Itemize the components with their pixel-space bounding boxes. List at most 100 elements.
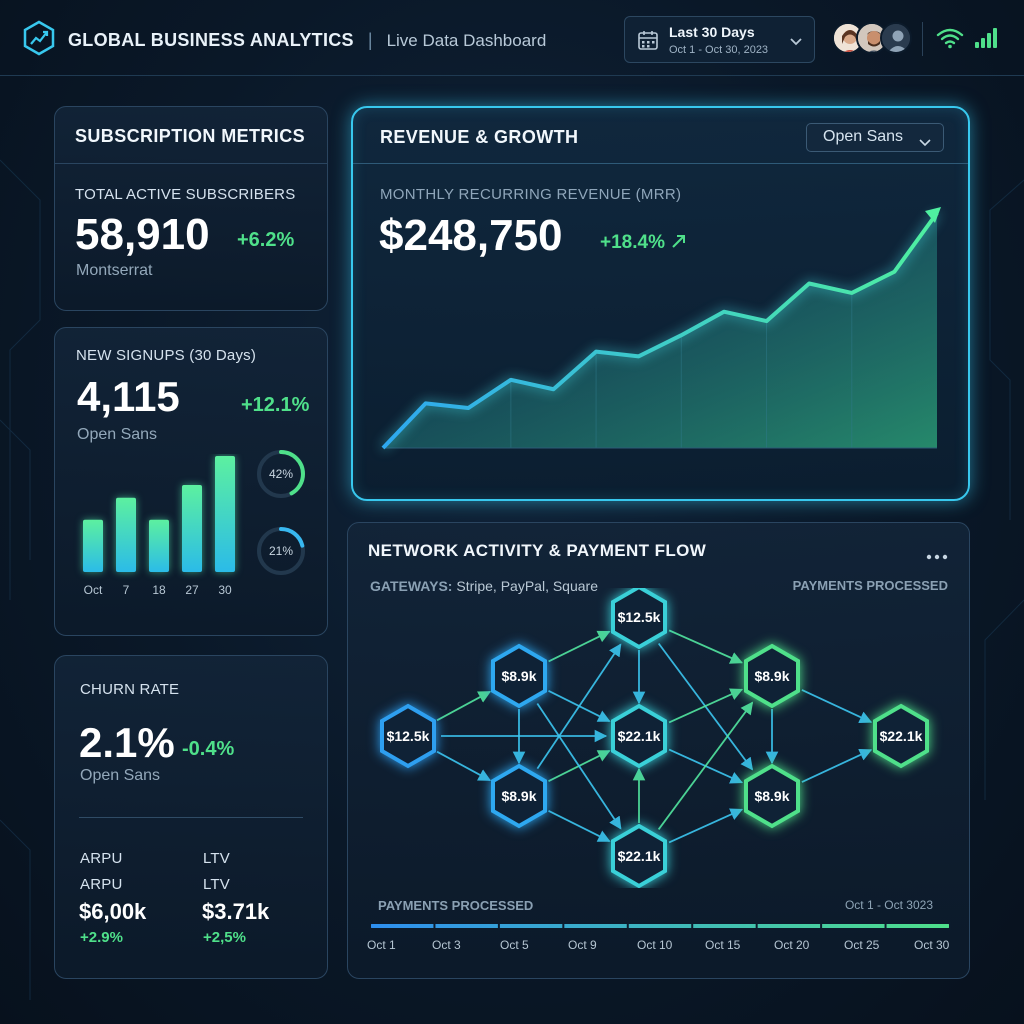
- arpu-change: +2.9%: [80, 929, 123, 946]
- date-range-dates: Oct 1 - Oct 30, 2023: [669, 44, 769, 56]
- timeline-title: PAYMENTS PROCESSED: [378, 898, 534, 913]
- mrr-label: MONTHLY RECURRING REVENUE (MRR): [380, 186, 682, 203]
- signup-bar[interactable]: [83, 519, 103, 572]
- revenue-growth-card: REVENUE & GROWTH Open Sans MONTHLY RECUR…: [351, 106, 970, 501]
- timeline-label: Oct 3: [432, 938, 461, 952]
- timeline-label: Oct 15: [705, 938, 741, 952]
- wifi-icon[interactable]: [936, 27, 964, 54]
- flow-edge: [668, 629, 743, 664]
- payment-node[interactable]: [380, 703, 436, 769]
- user-avatars[interactable]: [832, 22, 912, 56]
- new-signups-value: 4,115: [77, 373, 180, 420]
- card-divider: [55, 163, 327, 164]
- chevron-down-icon: [919, 134, 931, 152]
- chevron-down-icon: [789, 34, 803, 52]
- timeline-label: Oct 5: [500, 938, 529, 952]
- mrr-area-chart: [381, 207, 941, 450]
- calendar-icon: [637, 29, 659, 56]
- mrr-change: +18.4%: [600, 232, 665, 253]
- signup-bar-label: 18: [152, 583, 166, 597]
- card-divider: [79, 817, 303, 818]
- churn-rate-card: CHURN RATE 2.1% -0.4% Open Sans ARPU LTV…: [54, 655, 328, 979]
- flow-edge: [801, 748, 873, 783]
- payment-node-label: $12.5k: [618, 609, 661, 625]
- flow-edge: [436, 750, 492, 782]
- payment-node[interactable]: [611, 588, 667, 650]
- ltv-header: LTV: [203, 850, 230, 867]
- timeline-tick: [691, 922, 694, 930]
- flow-edge: [536, 643, 622, 770]
- signup-bar[interactable]: [116, 497, 136, 572]
- payment-node[interactable]: [491, 763, 547, 829]
- avatar[interactable]: [880, 22, 912, 54]
- signup-bar-label: Oct: [84, 583, 103, 597]
- arpu-label: ARPU: [80, 876, 123, 893]
- subscription-metrics-title: SUBSCRIPTION METRICS: [75, 126, 306, 146]
- timeline-range: Oct 1 - Oct 3023: [844, 898, 933, 912]
- timeline-tick: [755, 922, 758, 930]
- subscription-metrics-card: SUBSCRIPTION METRICS TOTAL ACTIVE SUBSCR…: [54, 106, 328, 311]
- arpu-header: ARPU: [80, 850, 123, 867]
- gateways-line: GATEWAYS: Stripe, PayPal, Square: [370, 578, 598, 594]
- timeline-track: [370, 924, 950, 928]
- ltv-change: +2,5%: [203, 929, 246, 946]
- mrr-change-wrap: +18.4%: [600, 232, 687, 254]
- progress-ring: [257, 450, 305, 498]
- progress-ring: [257, 527, 305, 575]
- new-signups-font-note: Open Sans: [77, 426, 158, 443]
- new-signups-card: NEW SIGNUPS (30 Days) 4,115 +12.1% Open …: [54, 327, 328, 636]
- signup-bar[interactable]: [182, 485, 202, 572]
- signup-bar-label: 7: [123, 583, 130, 597]
- logo-hex-icon[interactable]: [22, 20, 56, 61]
- network-activity-title: NETWORK ACTIVITY & PAYMENT FLOW: [368, 541, 707, 560]
- flow-edge: [668, 688, 744, 724]
- payment-node[interactable]: [744, 763, 800, 829]
- payment-node-label: $22.1k: [880, 728, 923, 744]
- title-separator: |: [367, 30, 373, 50]
- payment-node-label: $22.1k: [618, 848, 661, 864]
- churn-rate-change: -0.4%: [182, 738, 235, 760]
- new-signups-change: +12.1%: [241, 394, 310, 416]
- signup-bar[interactable]: [215, 456, 235, 572]
- total-subscribers-value: 58,910: [75, 210, 210, 259]
- churn-rate-font-note: Open Sans: [80, 767, 161, 784]
- date-range-picker[interactable]: Last 30 Days Oct 1 - Oct 30, 2023: [624, 16, 815, 63]
- timeline-tick: [820, 922, 823, 930]
- mrr-value: $248,750: [379, 211, 563, 260]
- ltv-label: LTV: [203, 876, 230, 893]
- payment-node-label: $8.9k: [501, 668, 536, 684]
- payment-node[interactable]: [611, 703, 667, 769]
- flow-edge: [657, 701, 754, 830]
- font-select-dropdown[interactable]: Open Sans: [806, 123, 944, 152]
- timeline-tick: [562, 922, 565, 930]
- flow-edge: [801, 689, 873, 724]
- payment-node-label: $8.9k: [754, 668, 789, 684]
- payment-flow-graph: $12.5k $8.9k $8.9k $12.5k $22.1k $22.1k $8.9k $…: [380, 588, 929, 888]
- flow-edge: [436, 690, 492, 722]
- timeline-tick: [497, 922, 500, 930]
- flow-edge: [548, 809, 611, 843]
- timeline-label: Oct 25: [844, 938, 880, 952]
- timeline-tick: [884, 922, 887, 930]
- payment-node[interactable]: [611, 823, 667, 888]
- signup-bar[interactable]: [149, 519, 169, 572]
- card-divider: [353, 163, 968, 164]
- timeline-label: Oct 1: [367, 938, 396, 952]
- churn-rate-label: CHURN RATE: [80, 681, 180, 698]
- payment-node[interactable]: [873, 703, 929, 769]
- new-signups-label: NEW SIGNUPS (30 Days): [76, 347, 257, 364]
- timeline-tick: [626, 922, 629, 930]
- payments-timeline-bar: [370, 922, 951, 930]
- timeline-label: Oct 30: [914, 938, 950, 952]
- payment-node-label: $8.9k: [754, 788, 789, 804]
- payment-node[interactable]: [744, 643, 800, 709]
- signal-bars-icon[interactable]: [974, 26, 998, 55]
- payment-node[interactable]: [491, 643, 547, 709]
- churn-rate-value: 2.1%: [79, 719, 175, 766]
- payment-node-label: $22.1k: [618, 728, 661, 744]
- payment-node-label: $12.5k: [387, 728, 430, 744]
- top-bar: GLOBAL BUSINESS ANALYTICS | Live Data Da…: [0, 0, 1024, 76]
- font-select-value: Open Sans: [823, 128, 904, 145]
- brand: GLOBAL BUSINESS ANALYTICS | Live Data Da…: [22, 20, 546, 61]
- more-icon[interactable]: [926, 547, 948, 565]
